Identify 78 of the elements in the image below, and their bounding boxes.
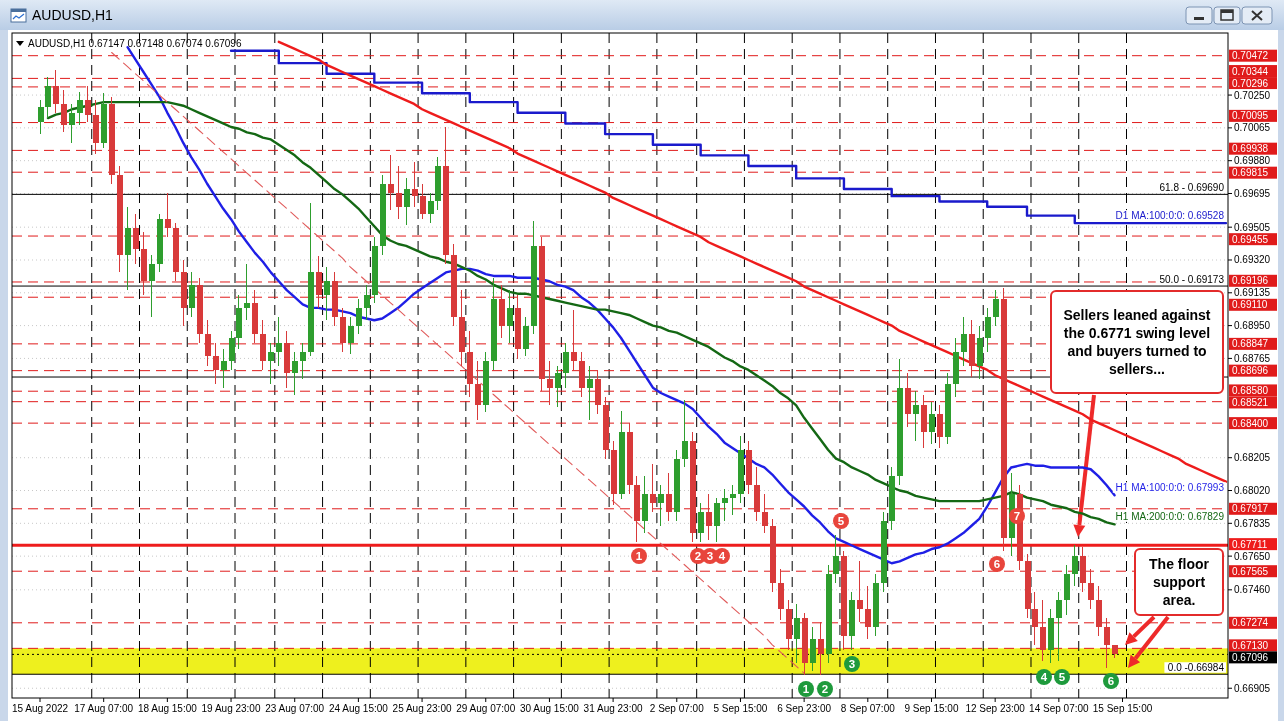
x-tick-label: 2 Sep 07:00 (649, 703, 705, 714)
ref-line-label: 0.68400 (1232, 417, 1269, 429)
series-label: D1 MA:100:0:0: 0.69528 (1115, 210, 1225, 222)
series-label: H1 MA:200:0:0: 0.67829 (1115, 511, 1225, 523)
ref-line-label: 0.67711 (1232, 538, 1268, 550)
ref-line-label: 0.69196 (1232, 275, 1269, 287)
y-tick-label: 0.70065 (1234, 122, 1271, 134)
x-tick-label: 12 Sep 23:00 (965, 703, 1026, 714)
ref-line-label: 0.70344 (1232, 65, 1269, 77)
x-tick-label: 6 Sep 23:00 (777, 703, 832, 714)
ref-line-label: 0.68521 (1232, 396, 1269, 408)
annotation: 50.0 - 0.69173 (1159, 274, 1225, 286)
y-tick-label: 0.69320 (1234, 254, 1271, 266)
annotation: Sellers leaned against the 0.6771 swing level and buyers turned to sellers... (1062, 306, 1212, 378)
y-tick-label: 0.68205 (1234, 452, 1271, 464)
annotation: 2 (694, 550, 702, 563)
y-tick-label: 0.70250 (1234, 89, 1271, 101)
y-tick-label: 0.69505 (1234, 221, 1271, 233)
ref-line-label: 0.67565 (1232, 565, 1269, 577)
annotation: 3 (706, 550, 714, 563)
y-tick-label: 0.68765 (1234, 352, 1271, 364)
ref-line-label: 0.68696 (1232, 365, 1269, 377)
annotation: 1 (802, 683, 810, 696)
annotation: 1 (635, 550, 643, 563)
x-tick-label: 25 Aug 23:00 (392, 703, 452, 714)
ref-line-label: 0.69455 (1232, 233, 1269, 245)
x-tick-label: 30 Aug 15:00 (519, 703, 580, 714)
y-tick-label: 0.66905 (1234, 682, 1271, 694)
annotation: 5 (1058, 671, 1066, 684)
y-tick-label: 0.67650 (1234, 550, 1271, 562)
annotation: 0.0 -0.66984 (1167, 662, 1225, 674)
annotation: 6 (993, 558, 1001, 571)
ref-line-label: 0.67096 (1232, 651, 1269, 663)
annotation: 5 (837, 515, 845, 528)
ref-line-label: 0.70095 (1232, 110, 1269, 122)
ref-line-label: 0.70472 (1232, 50, 1269, 62)
x-tick-label: 18 Aug 15:00 (137, 703, 198, 714)
x-tick-label: 31 Aug 23:00 (583, 703, 644, 714)
y-tick-label: 0.69135 (1234, 287, 1271, 299)
x-tick-label: 17 Aug 07:00 (74, 703, 134, 714)
text: AUDUSD,H1 0.67147 0.67148 0.67074 0.67096 (28, 38, 242, 49)
callout-box: The floor support area. (1134, 548, 1224, 616)
ref-line-label: 0.67917 (1232, 503, 1269, 515)
x-tick-label: 14 Sep 07:00 (1029, 703, 1090, 714)
annotation: 4 (718, 550, 726, 563)
x-tick-label: 29 Aug 07:00 (456, 703, 516, 714)
x-tick-label: 19 Aug 23:00 (201, 703, 261, 714)
annotation: The floor support area. (1148, 555, 1210, 609)
ref-line-label: 0.70296 (1232, 77, 1269, 89)
y-tick-label: 0.67460 (1234, 584, 1271, 596)
ref-line-label: 0.67130 (1232, 639, 1269, 651)
ref-line-label: 0.68580 (1232, 384, 1269, 396)
ref-line-label: 0.69110 (1232, 299, 1268, 311)
y-tick-label: 0.69880 (1234, 155, 1271, 167)
chart-title: AUDUSD,H1 (32, 7, 114, 23)
x-tick-label: 9 Sep 15:00 (904, 703, 959, 714)
x-tick-label: 8 Sep 07:00 (840, 703, 896, 714)
y-tick-label: 0.69695 (1234, 187, 1271, 199)
x-tick-label: 15 Aug 2022 (11, 703, 69, 714)
x-tick-label: 15 Sep 15:00 (1092, 703, 1153, 714)
annotation: 3 (848, 658, 856, 671)
ref-line-label: 0.68847 (1232, 338, 1269, 350)
y-tick-label: 0.68950 (1234, 320, 1271, 332)
ref-line-label: 0.69938 (1232, 143, 1269, 155)
ref-line-label: 0.69815 (1232, 167, 1269, 179)
annotation: 61.8 - 0.69690 (1159, 182, 1225, 194)
series-label: H1 MA:100:0:0: 0.67993 (1115, 482, 1225, 494)
x-tick-label: 5 Sep 15:00 (713, 703, 768, 714)
callout-box: Sellers leaned against the 0.6771 swing level and buyers turned to sellers... (1050, 290, 1224, 394)
annotation: 2 (821, 683, 829, 696)
annotation: 4 (1040, 671, 1048, 684)
annotation: 6 (1107, 675, 1115, 688)
y-tick-label: 0.68020 (1234, 485, 1271, 497)
annotation: 7 (1013, 510, 1021, 523)
x-tick-label: 23 Aug 07:00 (265, 703, 325, 714)
x-tick-label: 24 Aug 15:00 (328, 703, 389, 714)
y-tick-label: 0.67835 (1234, 517, 1271, 529)
ref-line-label: 0.67274 (1232, 617, 1269, 629)
